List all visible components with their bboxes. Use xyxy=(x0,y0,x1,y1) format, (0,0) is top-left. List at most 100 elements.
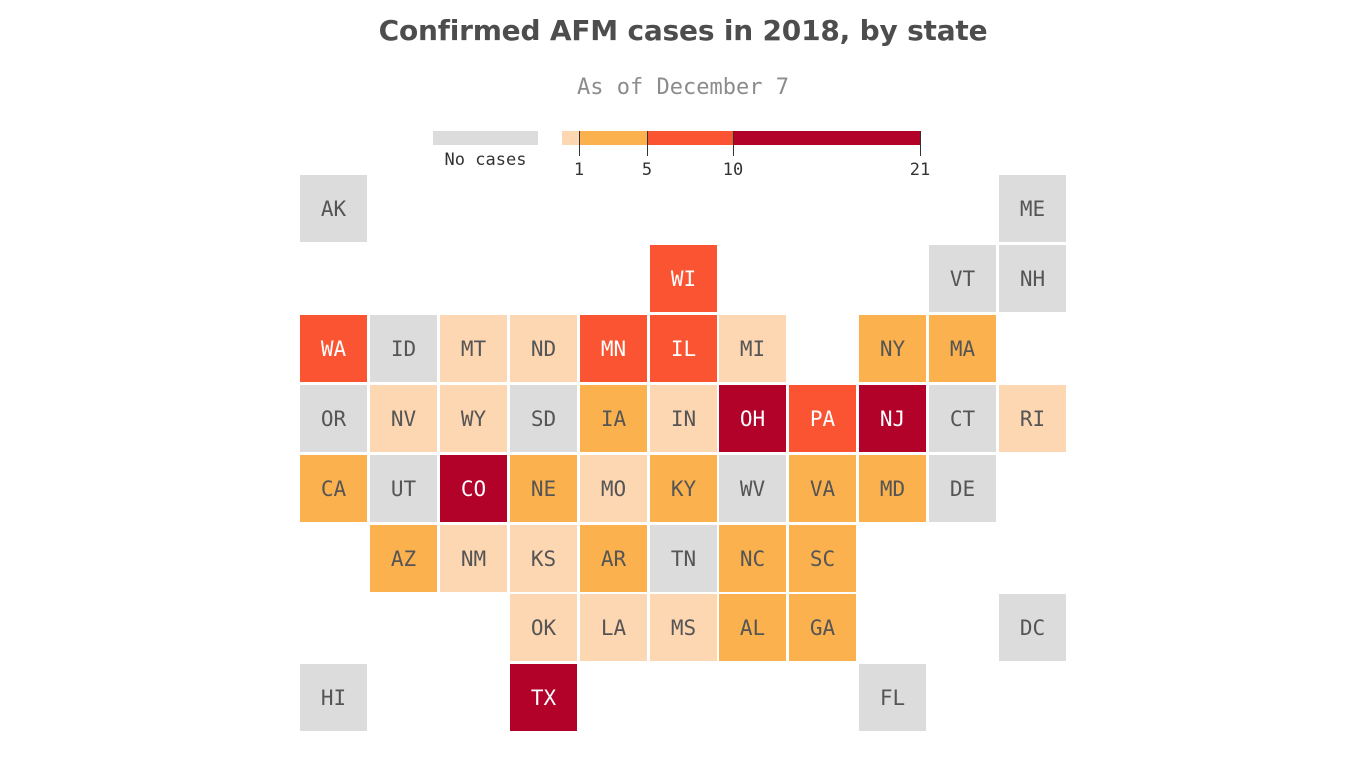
state-tile-ct[interactable]: CT xyxy=(929,385,996,452)
state-tile-wa[interactable]: WA xyxy=(300,315,367,382)
state-tile-hi[interactable]: HI xyxy=(300,664,367,731)
state-tile-vt[interactable]: VT xyxy=(929,245,996,312)
legend-bin-1 xyxy=(579,131,648,145)
state-tile-pa[interactable]: PA xyxy=(789,385,856,452)
state-label: MT xyxy=(460,336,487,361)
state-tile-ri[interactable]: RI xyxy=(999,385,1066,452)
state-tile-ne[interactable]: NE xyxy=(510,455,577,522)
state-label: MN xyxy=(600,336,627,361)
state-tile-nv[interactable]: NV xyxy=(370,385,437,452)
state-tile-ak[interactable]: AK xyxy=(300,175,367,242)
state-tile-nj[interactable]: NJ xyxy=(859,385,926,452)
state-label: NC xyxy=(739,546,766,571)
state-label: VA xyxy=(809,476,836,501)
state-tile-ma[interactable]: MA xyxy=(929,315,996,382)
legend-tick-label: 5 xyxy=(641,160,653,180)
state-tile-oh[interactable]: OH xyxy=(719,385,786,452)
state-tile-ms[interactable]: MS xyxy=(650,594,717,661)
state-tile-wy[interactable]: WY xyxy=(440,385,507,452)
state-tile-ny[interactable]: NY xyxy=(859,315,926,382)
state-tile-az[interactable]: AZ xyxy=(370,525,437,592)
state-label: VT xyxy=(949,266,976,291)
state-tile-al[interactable]: AL xyxy=(719,594,786,661)
state-label: MS xyxy=(670,615,697,640)
legend-tick-label: 10 xyxy=(722,160,744,180)
state-tile-mn[interactable]: MN xyxy=(580,315,647,382)
state-label: WA xyxy=(320,336,347,361)
state-tile-de[interactable]: DE xyxy=(929,455,996,522)
state-label: AK xyxy=(320,196,347,221)
state-tile-id[interactable]: ID xyxy=(370,315,437,382)
state-tile-or[interactable]: OR xyxy=(300,385,367,452)
state-label: MO xyxy=(600,476,627,501)
state-tile-ga[interactable]: GA xyxy=(789,594,856,661)
state-label: PA xyxy=(809,406,836,431)
state-label: WY xyxy=(460,406,487,431)
state-tile-ca[interactable]: CA xyxy=(300,455,367,522)
state-tile-ia[interactable]: IA xyxy=(580,385,647,452)
state-tile-tn[interactable]: TN xyxy=(650,525,717,592)
legend-no-cases-label: No cases xyxy=(444,150,527,170)
state-label: OR xyxy=(320,406,347,431)
state-tile-ar[interactable]: AR xyxy=(580,525,647,592)
state-tile-sc[interactable]: SC xyxy=(789,525,856,592)
state-label: SD xyxy=(530,406,557,431)
state-tile-nm[interactable]: NM xyxy=(440,525,507,592)
state-tile-fl[interactable]: FL xyxy=(859,664,926,731)
state-tile-dc[interactable]: DC xyxy=(999,594,1066,661)
state-tile-va[interactable]: VA xyxy=(789,455,856,522)
state-tile-ks[interactable]: KS xyxy=(510,525,577,592)
state-label: IA xyxy=(600,406,627,431)
state-label: LA xyxy=(600,615,627,640)
state-label: IL xyxy=(670,336,697,361)
state-tile-la[interactable]: LA xyxy=(580,594,647,661)
state-tile-in[interactable]: IN xyxy=(650,385,717,452)
state-tile-mt[interactable]: MT xyxy=(440,315,507,382)
legend-tick-label: 21 xyxy=(909,160,931,180)
state-tile-ky[interactable]: KY xyxy=(650,455,717,522)
state-tile-mo[interactable]: MO xyxy=(580,455,647,522)
state-label: SC xyxy=(809,546,836,571)
state-tile-mi[interactable]: MI xyxy=(719,315,786,382)
state-label: KY xyxy=(670,476,697,501)
state-label: MI xyxy=(739,336,766,361)
state-tile-ut[interactable]: UT xyxy=(370,455,437,522)
state-tile-tx[interactable]: TX xyxy=(510,664,577,731)
state-label: DE xyxy=(949,476,976,501)
chart-subtitle: As of December 7 xyxy=(577,75,789,100)
state-label: OH xyxy=(739,406,766,431)
state-label: WV xyxy=(739,476,766,501)
legend-bin-3 xyxy=(732,131,921,145)
state-label: UT xyxy=(390,476,417,501)
state-label: NY xyxy=(879,336,906,361)
chart-title: Confirmed AFM cases in 2018, by state xyxy=(378,14,988,47)
legend-tick xyxy=(579,131,580,156)
state-label: ND xyxy=(530,336,557,361)
state-label: NJ xyxy=(879,406,906,431)
state-label: HI xyxy=(320,685,347,710)
state-tile-co[interactable]: CO xyxy=(440,455,507,522)
state-label: CA xyxy=(320,476,347,501)
state-label: WI xyxy=(670,266,697,291)
legend-bin-2 xyxy=(647,131,733,145)
state-tile-wi[interactable]: WI xyxy=(650,245,717,312)
state-label: TN xyxy=(670,546,697,571)
state-tile-ok[interactable]: OK xyxy=(510,594,577,661)
state-tile-sd[interactable]: SD xyxy=(510,385,577,452)
state-label: CO xyxy=(460,476,487,501)
legend-no-cases-swatch xyxy=(433,131,538,145)
state-tile-nh[interactable]: NH xyxy=(999,245,1066,312)
state-tile-md[interactable]: MD xyxy=(859,455,926,522)
state-tile-me[interactable]: ME xyxy=(999,175,1066,242)
state-label: CT xyxy=(949,406,976,431)
state-label: DC xyxy=(1019,615,1046,640)
state-label: NM xyxy=(460,546,487,571)
state-tile-wv[interactable]: WV xyxy=(719,455,786,522)
state-tile-nc[interactable]: NC xyxy=(719,525,786,592)
state-tile-nd[interactable]: ND xyxy=(510,315,577,382)
state-tile-il[interactable]: IL xyxy=(650,315,717,382)
state-label: NV xyxy=(390,406,417,431)
state-label: MD xyxy=(879,476,906,501)
state-label: NE xyxy=(530,476,557,501)
state-label: FL xyxy=(879,685,906,710)
